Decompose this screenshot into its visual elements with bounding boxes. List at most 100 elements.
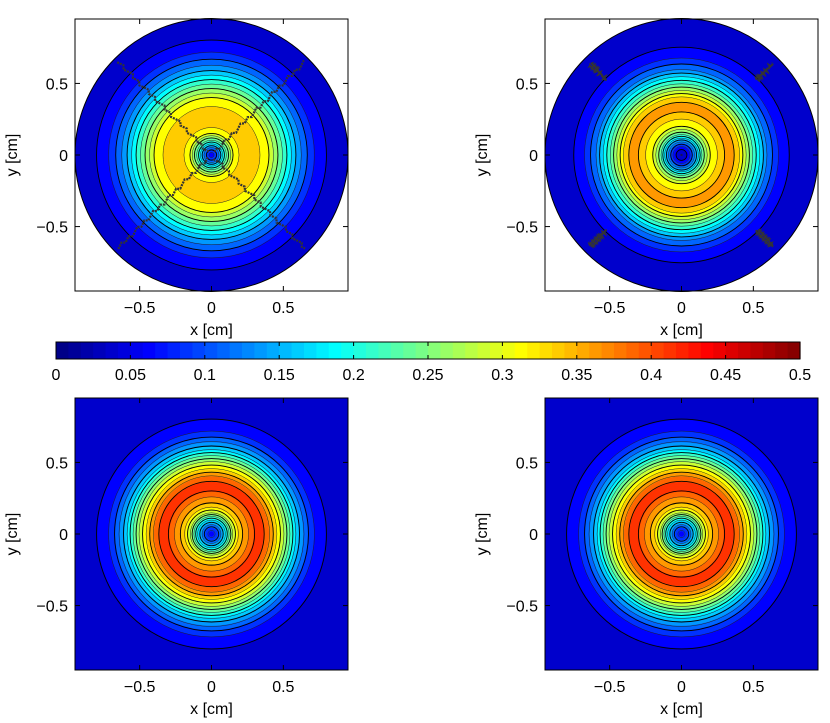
- y-tick-label: 0.5: [46, 76, 68, 93]
- contour-line: [637, 111, 726, 199]
- contour-line: [612, 464, 751, 604]
- x-tick-label: 0: [677, 679, 686, 696]
- contour-fill: [545, 18, 818, 292]
- colorbar-cell: [564, 342, 578, 359]
- y-tick-label: −0.5: [36, 599, 68, 616]
- contour-line: [657, 509, 706, 559]
- x-axis-label: x [cm]: [660, 701, 703, 718]
- contour-line: [144, 88, 279, 222]
- colorbar-cell: [229, 342, 243, 359]
- contour-line: [615, 468, 748, 600]
- contour-line: [668, 141, 695, 169]
- y-tick-label: 0: [529, 527, 538, 544]
- colorbar-cell: [279, 342, 293, 359]
- colorbar-cell: [341, 342, 355, 359]
- contour-line: [658, 131, 705, 179]
- colorbar-cell: [80, 342, 94, 359]
- y-tick-label: 0.5: [46, 455, 68, 472]
- contour-fill: [75, 18, 348, 292]
- colorbar-cell: [105, 342, 119, 359]
- x-tick-label: 0.5: [272, 679, 294, 696]
- contour-line: [135, 458, 288, 610]
- colorbar-cell: [254, 342, 268, 359]
- crack-line: [212, 158, 306, 250]
- contour-line: [96, 39, 327, 271]
- colorbar-cell: [378, 342, 392, 359]
- colorbar-cell: [155, 342, 169, 359]
- y-tick-label: −0.5: [36, 220, 68, 237]
- y-tick-label: 0: [59, 527, 68, 544]
- contour-line: [677, 530, 686, 538]
- x-tick-label: 0: [207, 679, 216, 696]
- contour-line: [195, 517, 228, 551]
- contour-band: [680, 533, 683, 535]
- x-tick-label: 0: [677, 300, 686, 317]
- contour-line: [149, 92, 274, 218]
- contour-line: [619, 471, 744, 597]
- contour-line: [153, 475, 270, 593]
- contour-line: [661, 514, 702, 554]
- contour-line: [649, 502, 714, 566]
- colorbar-cell: [328, 342, 342, 359]
- contour-line: [138, 461, 285, 607]
- contour-line: [593, 445, 770, 623]
- x-tick-label: −0.5: [124, 679, 156, 696]
- contour-line: [203, 526, 220, 542]
- contour-line: [162, 106, 261, 204]
- colorbar-tick-label: 0.1: [194, 367, 216, 384]
- y-tick-label: −0.5: [506, 220, 538, 237]
- contour-line: [183, 127, 240, 183]
- contour-line: [663, 516, 700, 552]
- contour-band: [210, 154, 213, 156]
- contour-line: [191, 514, 232, 554]
- colorbar-cell: [725, 342, 739, 359]
- x-tick-label: −0.5: [124, 300, 156, 317]
- contour-line: [189, 132, 234, 178]
- contour-line: [665, 139, 698, 171]
- colorbar-cell: [142, 342, 156, 359]
- contour-line: [645, 118, 718, 192]
- plot-panel-bottom-left: −0.5 0 0.5 0.5 0 −0.5 x [cm] y [cm]: [4, 397, 349, 718]
- contour-line: [179, 502, 244, 566]
- crack-line: [213, 59, 305, 153]
- plot-panel-top-left: −0.5 0 0.5 0.5 0 −0.5 x [cm] y [cm]: [4, 18, 349, 339]
- colorbar-tick-label: 0.15: [264, 367, 295, 384]
- contour-line: [610, 83, 753, 227]
- contour-line: [174, 496, 249, 572]
- colorbar-cell: [651, 342, 665, 359]
- colorbar-cell: [353, 342, 367, 359]
- contour-line: [149, 471, 274, 597]
- colorbar-cell: [688, 342, 702, 359]
- contour-line: [670, 143, 693, 167]
- colorbar-tick-label: 0.4: [640, 367, 662, 384]
- colorbar-cell: [180, 342, 193, 359]
- contour-line: [197, 519, 226, 549]
- colorbar-cell: [390, 342, 404, 359]
- contour-line: [675, 149, 688, 161]
- contour-line: [628, 101, 735, 209]
- colorbar-cell: [366, 342, 379, 359]
- contour-line: [584, 436, 779, 632]
- contour-line: [132, 455, 291, 613]
- contour-line: [660, 512, 703, 556]
- colorbar-cell: [204, 342, 218, 359]
- contour-line: [619, 93, 744, 217]
- colorbar-cell: [676, 342, 689, 359]
- contour-line: [199, 521, 224, 547]
- contour-line: [623, 96, 740, 214]
- x-tick-label: 0.5: [272, 300, 294, 317]
- colorbar-cell: [217, 342, 231, 359]
- colorbar-cell: [527, 342, 541, 359]
- contour-line: [196, 139, 227, 171]
- contour-line: [167, 490, 256, 578]
- contour-line: [126, 449, 297, 619]
- contour-line: [680, 153, 683, 157]
- contour-fill: [545, 398, 818, 670]
- colorbar-cell: [576, 342, 590, 359]
- contour-line: [153, 97, 270, 213]
- y-axis-label: y [cm]: [4, 513, 21, 556]
- colorbar-cell: [762, 342, 776, 359]
- contour-line: [671, 524, 692, 544]
- colorbar-cell: [440, 342, 454, 359]
- plot-panel-top-right: −0.5 0 0.5 0.5 0 −0.5 x [cm] y [cm]: [474, 18, 819, 339]
